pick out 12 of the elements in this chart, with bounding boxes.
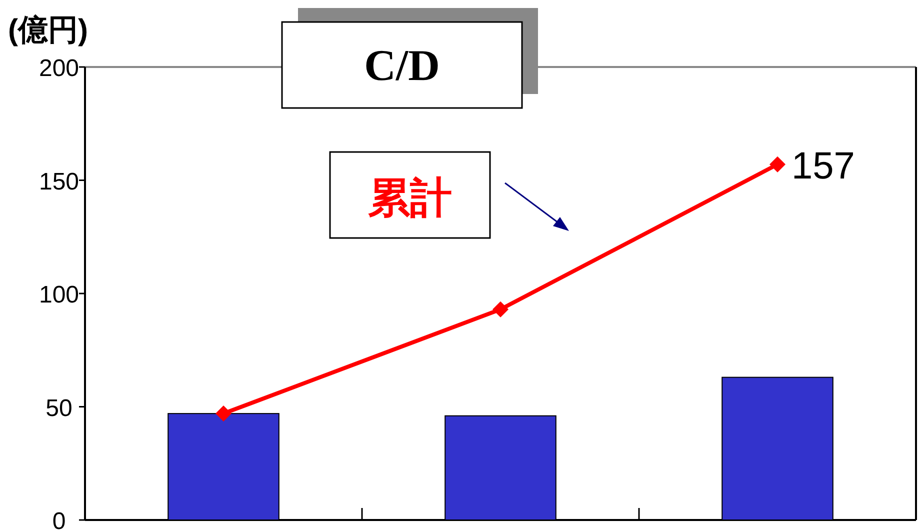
point xyxy=(770,156,786,172)
y-tick-label: 50 xyxy=(46,394,72,422)
y-tick-label: 100 xyxy=(38,282,80,308)
y-tick-label: 0 xyxy=(52,508,66,531)
data-label: 157 xyxy=(792,145,855,188)
point xyxy=(492,301,508,318)
chart-title: C/D xyxy=(364,41,440,90)
y-tick-label: 200 xyxy=(38,55,80,82)
point xyxy=(216,406,232,422)
annotation: 累計 xyxy=(368,174,452,221)
y-tick-label: 150 xyxy=(38,168,80,196)
y-axis-title: (億円) xyxy=(8,14,88,47)
